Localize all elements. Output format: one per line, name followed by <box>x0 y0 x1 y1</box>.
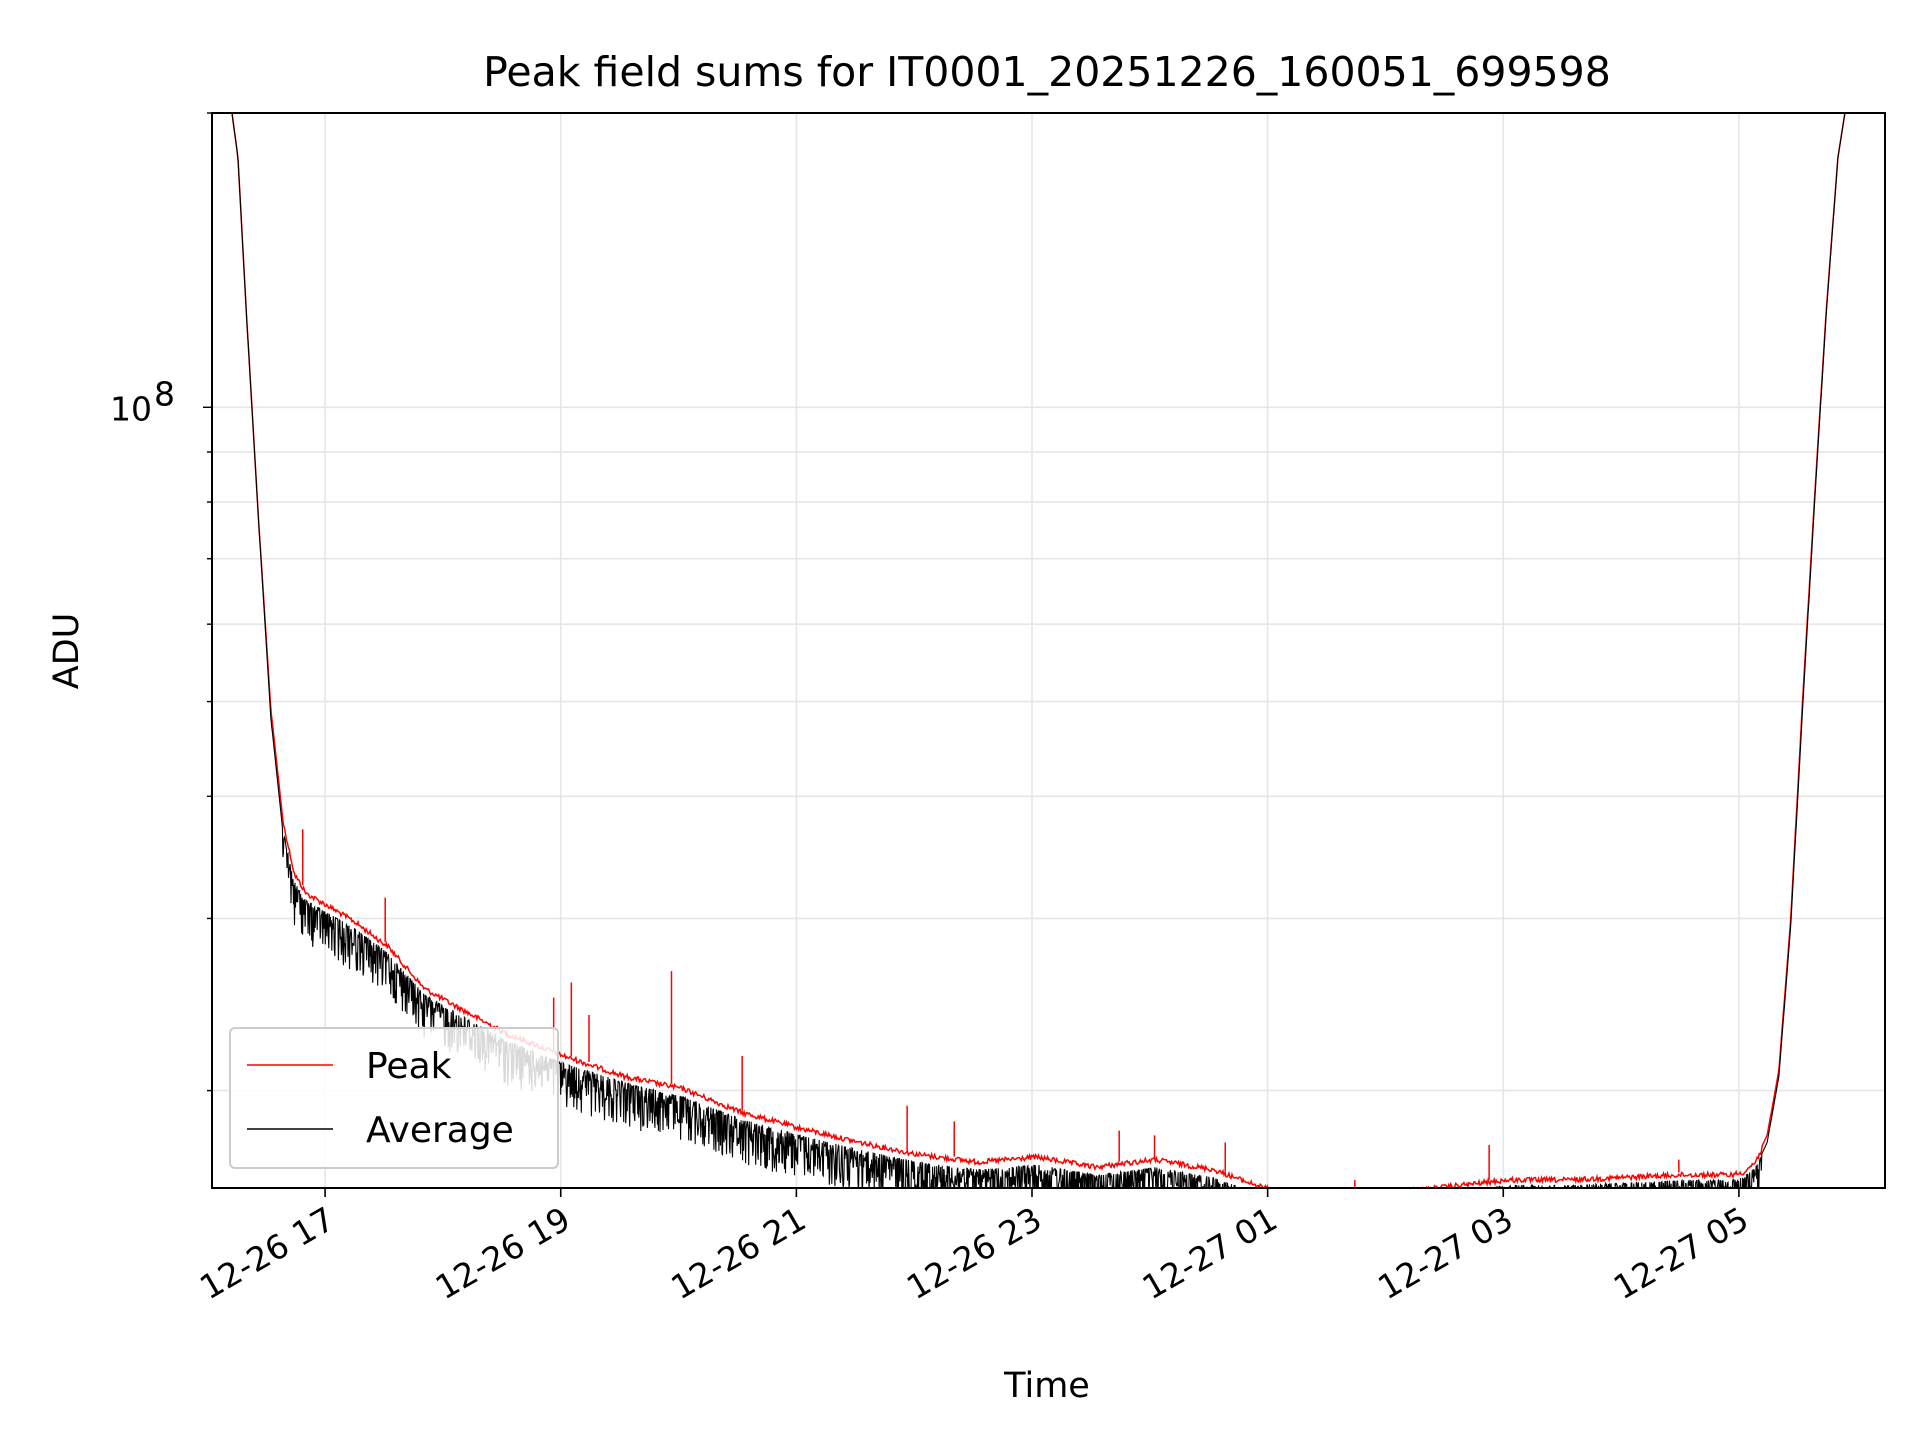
legend-box <box>229 1027 559 1169</box>
legend-label-average: Average <box>366 1110 514 1151</box>
legend: Peak Average <box>229 1027 559 1169</box>
y-axis-label: ADU <box>47 613 87 690</box>
legend-label-peak: Peak <box>366 1046 452 1087</box>
chart-title: Peak field sums for IT0001_20251226_1600… <box>483 48 1611 96</box>
x-axis-label: Time <box>1003 1366 1090 1406</box>
y-tick-label: 10 <box>110 389 152 428</box>
plot-frame <box>211 112 1886 1189</box>
y-tick-exponent: 8 <box>154 374 175 413</box>
